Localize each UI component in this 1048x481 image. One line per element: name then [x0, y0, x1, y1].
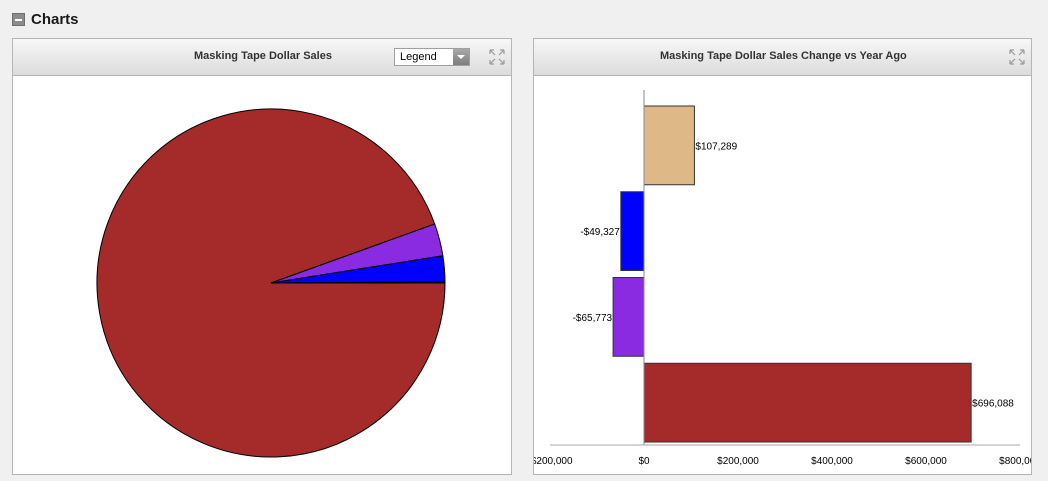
pie-panel-header: Masking Tape Dollar Sales Legend	[13, 39, 511, 76]
chevron-down-icon	[453, 49, 469, 65]
legend-dropdown-value: Legend	[400, 51, 437, 63]
bar-data-label: $696,088	[972, 399, 1014, 410]
x-tick-label: $200,000	[717, 456, 759, 467]
pie-panel-title: Masking Tape Dollar Sales	[194, 50, 332, 62]
pie-chart	[96, 108, 446, 458]
bar-chart: $107,289 -$49,327 -$65,773 $696,088 -$200,00…	[527, 90, 1041, 467]
pie-chart-panel: Masking Tape Dollar Sales Legend	[12, 38, 512, 475]
x-tick-label: $800,000	[999, 456, 1031, 467]
legend-dropdown[interactable]: Legend	[394, 48, 470, 66]
bar[interactable]	[643, 362, 972, 443]
minus-icon[interactable]	[12, 12, 25, 26]
section-header: Charts	[12, 8, 79, 30]
expand-arrows-icon[interactable]	[1009, 49, 1025, 65]
bar-data-label: -$65,773	[573, 313, 613, 324]
bar[interactable]	[612, 277, 645, 357]
x-tick-label: -$200,000	[534, 456, 573, 467]
bar-panel-title: Masking Tape Dollar Sales Change vs Year…	[660, 50, 907, 62]
x-tick-label: $600,000	[905, 456, 947, 467]
x-tick-label: $400,000	[811, 456, 853, 467]
bar-data-label: -$49,327	[580, 227, 620, 238]
bar-data-label: $107,289	[695, 141, 737, 152]
bar[interactable]	[620, 191, 645, 271]
x-tick-label: $0	[638, 456, 650, 467]
pie-slice[interactable]	[270, 281, 446, 284]
expand-arrows-icon[interactable]	[489, 49, 505, 65]
bar-panel-header: Masking Tape Dollar Sales Change vs Year…	[534, 39, 1031, 76]
section-title: Charts	[31, 10, 79, 28]
bar[interactable]	[643, 105, 695, 186]
bar-chart-panel: Masking Tape Dollar Sales Change vs Year…	[527, 38, 1041, 475]
